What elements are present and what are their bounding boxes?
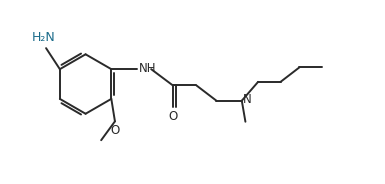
Text: N: N — [243, 93, 252, 106]
Text: NH: NH — [139, 62, 157, 75]
Text: O: O — [110, 124, 120, 137]
Text: H₂N: H₂N — [32, 31, 55, 44]
Text: O: O — [168, 110, 177, 123]
